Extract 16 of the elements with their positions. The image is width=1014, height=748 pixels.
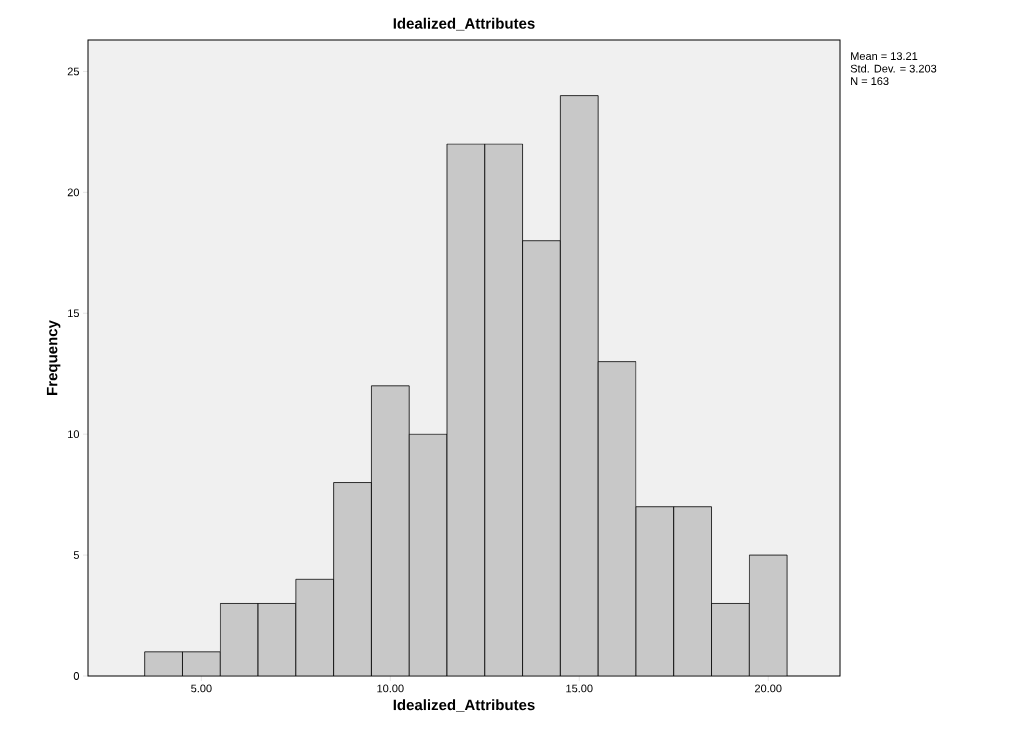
- y-tick-label: 5: [73, 551, 79, 559]
- y-tick-label: 10: [68, 430, 80, 439]
- x-tick-label: 20.00: [754, 684, 782, 693]
- y-tick-label: 0: [73, 672, 80, 680]
- chart-title: Idealized_Attributes: [393, 17, 535, 31]
- x-axis-title: Idealized_Attributes: [393, 699, 535, 712]
- x-tick-label: 5.00: [191, 684, 212, 693]
- text: Std. Dev. = 3.203: [850, 64, 937, 73]
- x-tick-label: 15.00: [566, 684, 593, 693]
- x-tick-label: 10.00: [377, 684, 404, 693]
- text: N = 163: [851, 77, 889, 85]
- y-tick-label: 20: [67, 188, 80, 197]
- y-tick-label: 25: [67, 67, 79, 76]
- y-axis-title: Frequency: [46, 320, 61, 395]
- y-tick-label: 15: [68, 309, 79, 318]
- text: Mean = 13.21: [851, 52, 918, 60]
